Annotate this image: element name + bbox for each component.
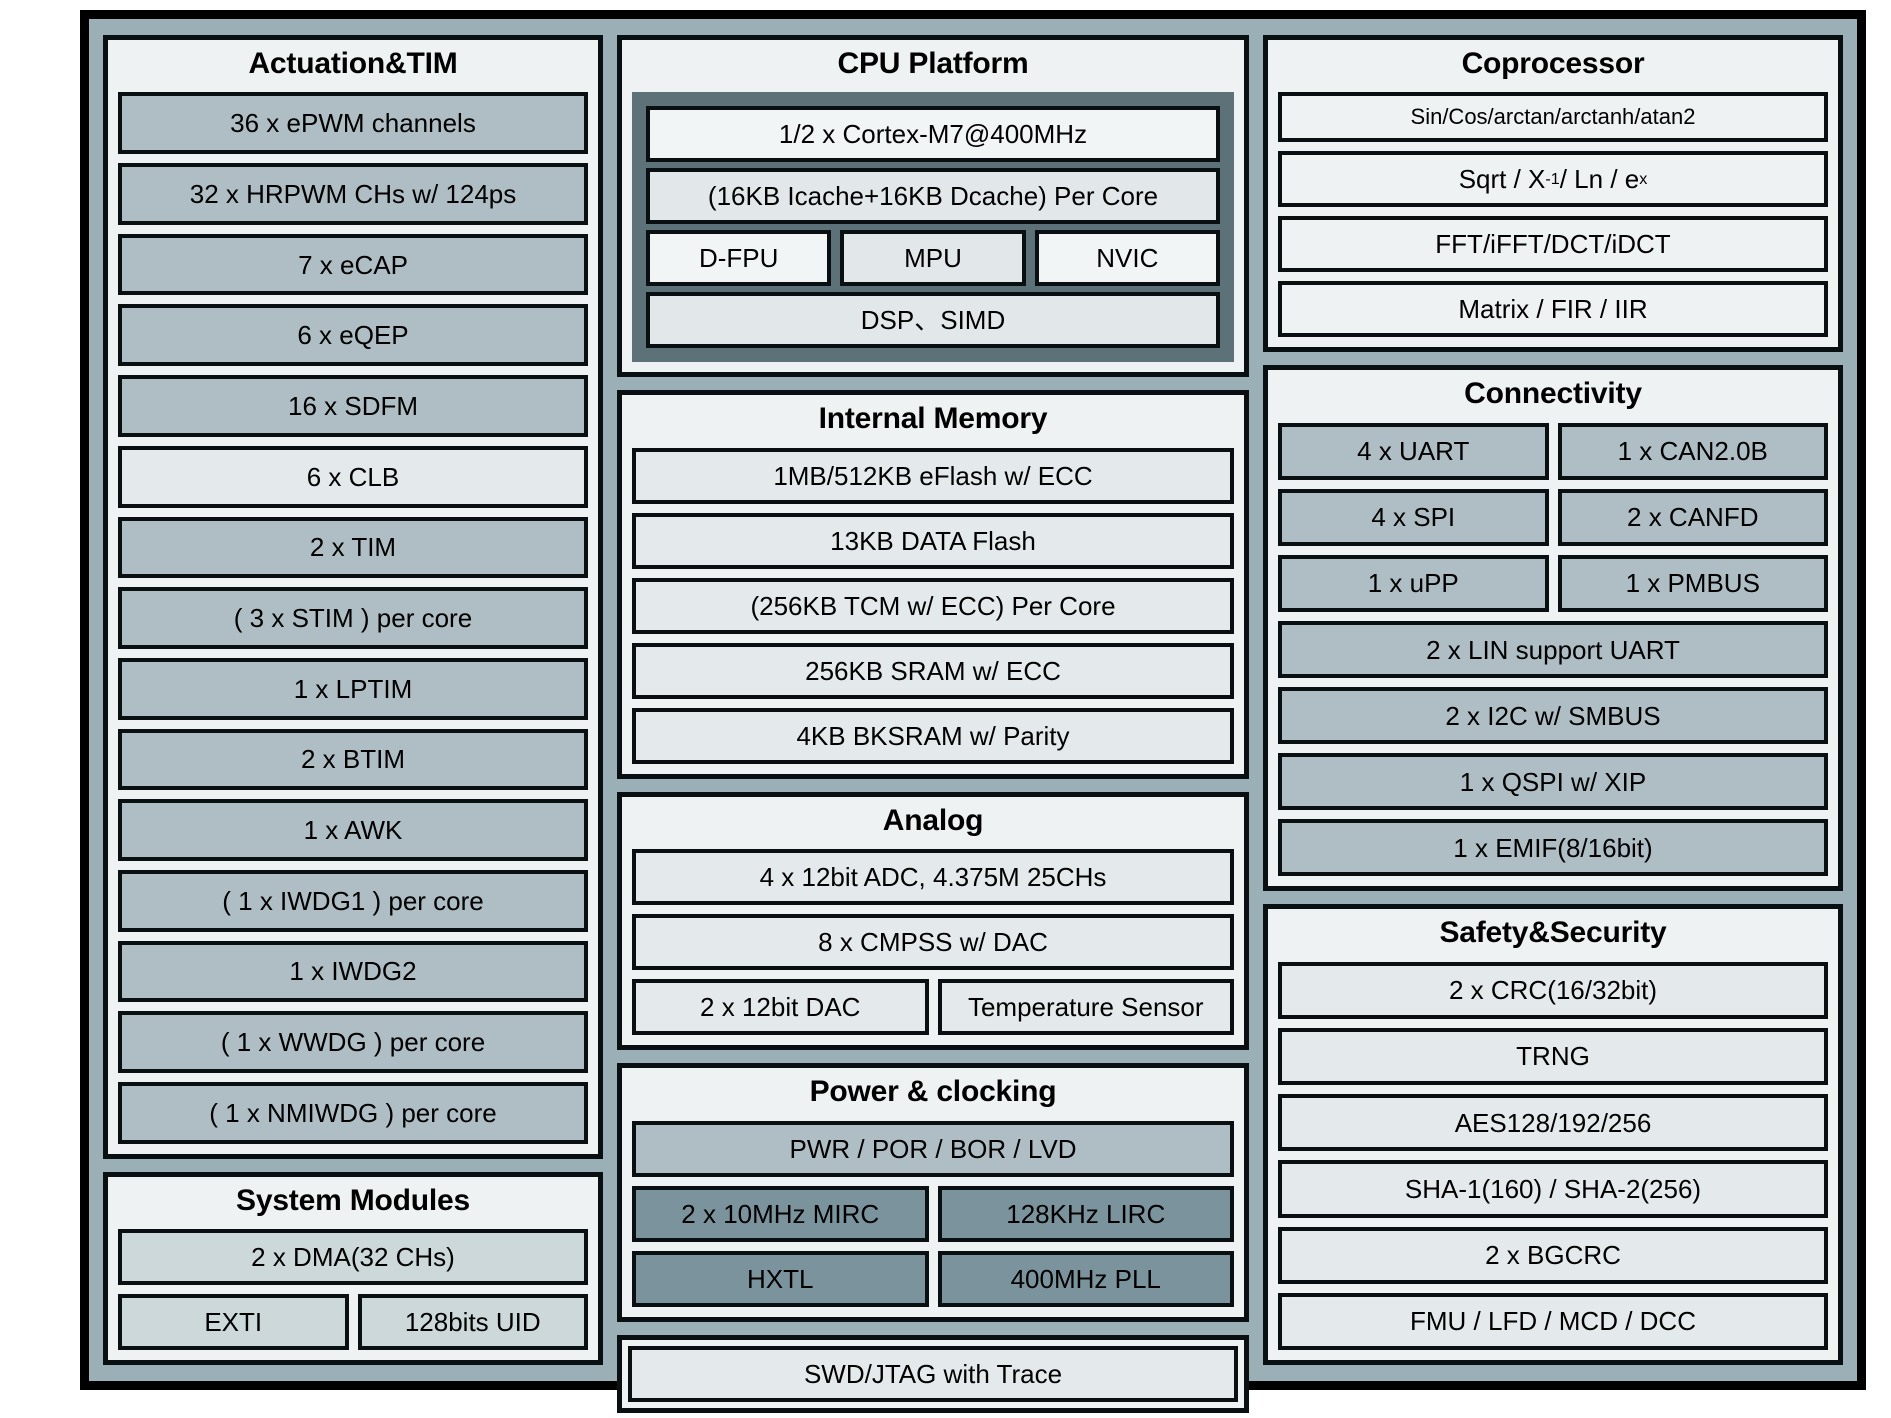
item-cortex-m7[interactable]: 1/2 x Cortex-M7@400MHz [646,106,1220,163]
item-dsp-simd[interactable]: DSP、SIMD [646,292,1220,349]
panel-actuation-tim: Actuation&TIM 36 x ePWM channels 32 x HR… [103,35,603,1159]
panel-title-cpu-platform: CPU Platform [837,47,1029,80]
cpu-units-row: D-FPU MPU NVIC [646,230,1220,287]
item-tcm[interactable]: (256KB TCM w/ ECC) Per Core [632,577,1234,634]
item-iwdg1[interactable]: ( 1 x IWDG1 ) per core [118,869,588,932]
item-adc[interactable]: 4 x 12bit ADC, 4.375M 25CHs [632,849,1234,906]
item-cmpss[interactable]: 8 x CMPSS w/ DAC [632,914,1234,971]
sqrt-middle: / Ln / e [1559,164,1640,195]
item-trig-functions[interactable]: Sin/Cos/arctan/arctanh/atan2 [1278,92,1828,143]
panel-connectivity: Connectivity 4 x UART 1 x CAN2.0B 4 x SP… [1263,365,1843,892]
item-can20b[interactable]: 1 x CAN2.0B [1557,422,1828,480]
panel-internal-memory: Internal Memory 1MB/512KB eFlash w/ ECC … [617,390,1249,779]
item-mirc[interactable]: 2 x 10MHz MIRC [632,1185,929,1242]
panel-title-power-clocking: Power & clocking [809,1075,1057,1109]
column-right: Coprocessor Sin/Cos/arctan/arctanh/atan2… [1263,35,1843,1366]
item-clb[interactable]: 6 x CLB [118,445,588,508]
item-swd-jtag[interactable]: SWD/JTAG with Trace [628,1345,1238,1402]
item-crc[interactable]: 2 x CRC(16/32bit) [1278,961,1828,1019]
panel-power-clocking: Power & clocking PWR / POR / BOR / LVD 2… [617,1063,1249,1322]
panel-safety-security: Safety&Security 2 x CRC(16/32bit) TRNG A… [1263,904,1843,1366]
item-eqep[interactable]: 6 x eQEP [118,304,588,367]
connectivity-row-3: 1 x uPP 1 x PMBUS [1278,554,1828,612]
item-tim[interactable]: 2 x TIM [118,516,588,579]
item-hrpwm-chs[interactable]: 32 x HRPWM CHs w/ 124ps [118,163,588,225]
item-trng[interactable]: TRNG [1278,1027,1828,1086]
panel-title-internal-memory: Internal Memory [818,402,1048,436]
item-lirc[interactable]: 128KHz LIRC [937,1185,1234,1242]
connectivity-row-2: 4 x SPI 2 x CANFD [1278,488,1828,546]
panel-coprocessor: Coprocessor Sin/Cos/arctan/arctanh/atan2… [1263,35,1843,353]
item-uart[interactable]: 4 x UART [1278,422,1549,480]
item-exti[interactable]: EXTI [118,1294,349,1350]
item-fft-dct[interactable]: FFT/iFFT/DCT/iDCT [1278,216,1828,273]
item-lin-uart[interactable]: 2 x LIN support UART [1278,620,1828,679]
item-matrix-fir-iir[interactable]: Matrix / FIR / IIR [1278,281,1828,338]
connectivity-row-1: 4 x UART 1 x CAN2.0B [1278,422,1828,480]
item-data-flash[interactable]: 13KB DATA Flash [632,512,1234,569]
item-bksram[interactable]: 4KB BKSRAM w/ Parity [632,707,1234,764]
chip-frame: Actuation&TIM 36 x ePWM channels 32 x HR… [80,10,1866,1413]
item-nmiwdg[interactable]: ( 1 x NMIWDG ) per core [118,1082,588,1144]
item-pll[interactable]: 400MHz PLL [937,1250,1234,1307]
item-dma[interactable]: 2 x DMA(32 CHs) [118,1229,588,1285]
item-ecap[interactable]: 7 x eCAP [118,233,588,296]
item-wwdg[interactable]: ( 1 x WWDG ) per core [118,1011,588,1074]
panel-debug: SWD/JTAG with Trace [617,1334,1249,1413]
item-pmbus[interactable]: 1 x PMBUS [1557,554,1828,612]
item-awk[interactable]: 1 x AWK [118,799,588,861]
item-iwdg2[interactable]: 1 x IWDG2 [118,940,588,1003]
system-modules-row: EXTI 128bits UID [118,1294,588,1350]
item-sdfm[interactable]: 16 x SDFM [118,375,588,437]
item-dac[interactable]: 2 x 12bit DAC [632,979,929,1036]
item-temperature-sensor[interactable]: Temperature Sensor [937,979,1234,1036]
panel-title-coprocessor: Coprocessor [1461,47,1645,80]
item-eflash[interactable]: 1MB/512KB eFlash w/ ECC [632,447,1234,504]
item-upp[interactable]: 1 x uPP [1278,554,1549,612]
item-qspi-xip[interactable]: 1 x QSPI w/ XIP [1278,753,1828,811]
item-stim[interactable]: ( 3 x STIM ) per core [118,587,588,649]
item-aes[interactable]: AES128/192/256 [1278,1094,1828,1152]
column-left: Actuation&TIM 36 x ePWM channels 32 x HR… [103,35,603,1365]
panel-title-actuation: Actuation&TIM [248,47,458,80]
item-i2c-smbus[interactable]: 2 x I2C w/ SMBUS [1278,687,1828,745]
item-bgcrc[interactable]: 2 x BGCRC [1278,1226,1828,1284]
item-btim[interactable]: 2 x BTIM [118,728,588,791]
item-canfd[interactable]: 2 x CANFD [1557,488,1828,546]
item-d-fpu[interactable]: D-FPU [646,230,832,287]
panel-title-analog: Analog [882,803,984,837]
item-nvic[interactable]: NVIC [1034,230,1220,287]
analog-row: 2 x 12bit DAC Temperature Sensor [632,979,1234,1036]
column-middle: CPU Platform 1/2 x Cortex-M7@400MHz (16K… [617,35,1249,1413]
cpu-core-group: 1/2 x Cortex-M7@400MHz (16KB Icache+16KB… [632,92,1234,363]
panel-title-system-modules: System Modules [236,1183,470,1217]
panel-analog: Analog 4 x 12bit ADC, 4.375M 25CHs 8 x C… [617,791,1249,1051]
item-mpu[interactable]: MPU [840,230,1026,287]
item-cache[interactable]: (16KB Icache+16KB Dcache) Per Core [646,168,1220,225]
panel-system-modules: System Modules 2 x DMA(32 CHs) EXTI 128b… [103,1171,603,1365]
sqrt-prefix: Sqrt / X [1458,164,1546,195]
panel-title-connectivity: Connectivity [1464,377,1642,411]
item-lptim[interactable]: 1 x LPTIM [118,657,588,720]
item-sha[interactable]: SHA-1(160) / SHA-2(256) [1278,1160,1828,1218]
clock-row-1: 2 x 10MHz MIRC 128KHz LIRC [632,1185,1234,1242]
item-fmu-lfd-mcd-dcc[interactable]: FMU / LFD / MCD / DCC [1278,1292,1828,1350]
panel-title-safety-security: Safety&Security [1439,916,1667,950]
clock-row-2: HXTL 400MHz PLL [632,1250,1234,1307]
panel-cpu-platform: CPU Platform 1/2 x Cortex-M7@400MHz (16K… [617,35,1249,378]
item-spi[interactable]: 4 x SPI [1278,488,1549,546]
item-epwm-channels[interactable]: 36 x ePWM channels [118,92,588,155]
item-emif[interactable]: 1 x EMIF(8/16bit) [1278,819,1828,877]
item-hxtl[interactable]: HXTL [632,1250,929,1307]
item-uid[interactable]: 128bits UID [357,1294,588,1350]
diagram-columns: Actuation&TIM 36 x ePWM channels 32 x HR… [103,35,1843,1413]
item-pwr-por-bor-lvd[interactable]: PWR / POR / BOR / LVD [632,1120,1234,1177]
item-sram[interactable]: 256KB SRAM w/ ECC [632,642,1234,699]
